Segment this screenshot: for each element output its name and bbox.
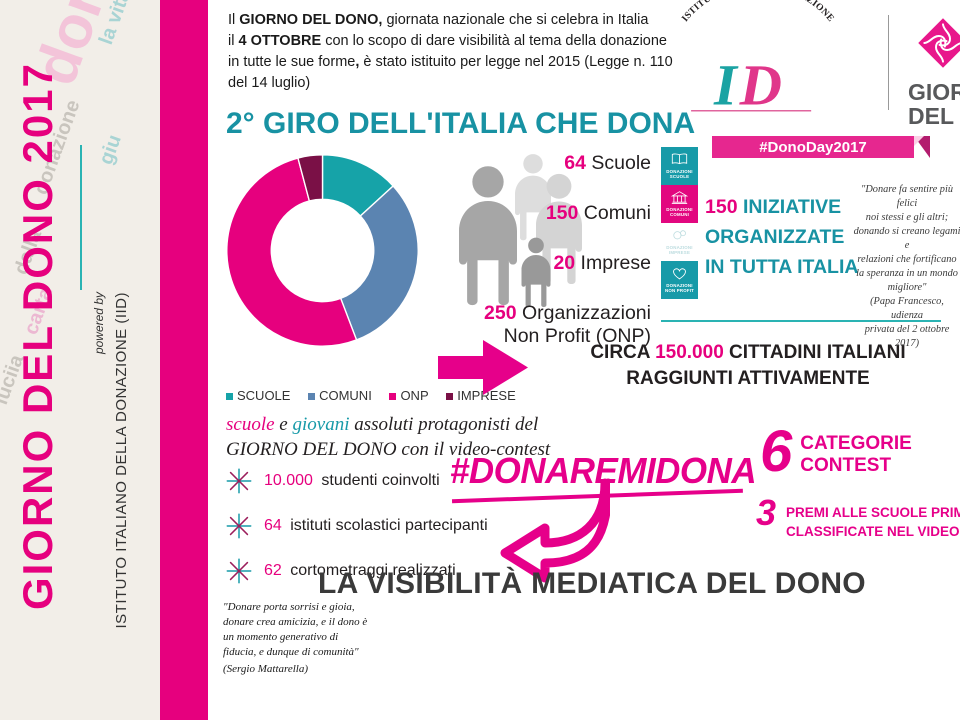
svg-text:ISTITUTO ITALIANO DONAZIONE: ISTITUTO ITALIANO DONAZIONE: [680, 0, 837, 24]
svg-text:D: D: [739, 52, 782, 114]
svg-text:I: I: [713, 52, 739, 114]
